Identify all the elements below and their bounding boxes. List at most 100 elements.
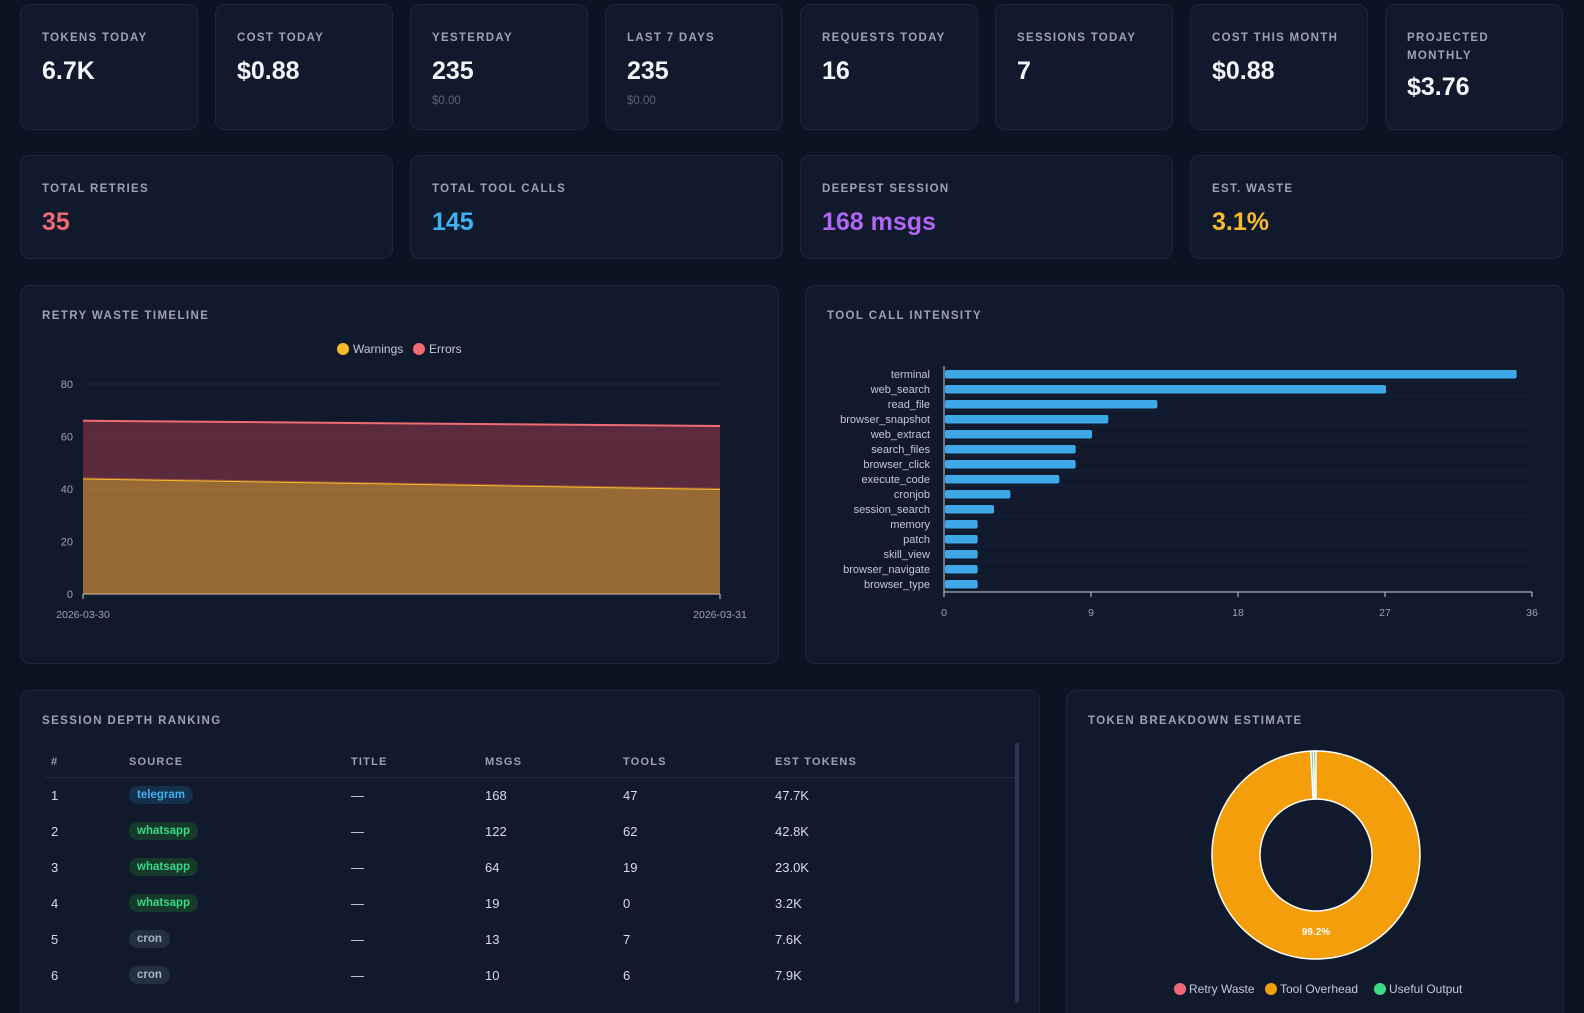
pie-slice[interactable] [1309, 750, 1316, 800]
row-msgs: 168 [485, 787, 507, 803]
kpi-label: REQUESTS TODAY [822, 32, 946, 44]
kpi-value: 16 [822, 57, 850, 85]
row-tools: 6 [623, 967, 631, 983]
bar[interactable] [945, 430, 1092, 439]
kpi-card: SESSIONS TODAY 7 [995, 4, 1173, 130]
category-label: browser_click [863, 459, 930, 471]
slice-data-label: 99.2% [1302, 927, 1330, 938]
table-row[interactable]: 3 whatsapp — 64 19 23.0K [43, 849, 1015, 885]
row-rank: 2 [51, 823, 59, 839]
y-tick-label: 80 [61, 379, 73, 391]
bar[interactable] [945, 490, 1011, 499]
row-msgs: 64 [485, 859, 500, 875]
bar[interactable] [945, 475, 1060, 484]
source-badge: telegram [129, 786, 193, 805]
kpi-value: $3.76 [1407, 73, 1470, 101]
column-header[interactable]: MSGS [477, 747, 615, 778]
bar[interactable] [945, 580, 978, 589]
column-header[interactable]: TITLE [343, 747, 477, 778]
kpi-label: TOTAL RETRIES [42, 183, 149, 195]
legend-label[interactable]: Errors [429, 342, 462, 356]
row-rank: 6 [51, 967, 59, 983]
row-title: — [351, 787, 364, 803]
row-title: — [351, 931, 364, 947]
legend-swatch[interactable] [1174, 983, 1186, 995]
session-depth-title: SESSION DEPTH RANKING [42, 715, 222, 727]
row-source-cell: cron [121, 957, 343, 993]
row-tokens: 23.0K [775, 859, 809, 875]
series-line [82, 419, 721, 427]
bar[interactable] [945, 385, 1386, 394]
bar[interactable] [945, 460, 1076, 469]
bar[interactable] [945, 565, 978, 574]
bar[interactable] [945, 505, 994, 514]
table-row[interactable]: 6 cron — 10 6 7.9K [43, 957, 1015, 993]
source-badge: cron [129, 966, 170, 984]
token-breakdown-title: TOKEN BREAKDOWN ESTIMATE [1088, 715, 1303, 727]
table-scrollbar[interactable] [1015, 743, 1019, 1003]
kpi-card: PROJECTED MONTHLY $3.76 [1385, 4, 1563, 130]
legend-label[interactable]: Useful Output [1389, 982, 1463, 996]
kpi-card: TOKENS TODAY 6.7K [20, 4, 198, 130]
kpi-subvalue: $0.00 [432, 95, 461, 107]
column-header[interactable]: TOOLS [615, 747, 767, 778]
row-rank: 1 [51, 787, 59, 803]
bar[interactable] [945, 415, 1109, 424]
x-tick-label: 27 [1379, 607, 1391, 619]
legend-swatch[interactable] [1265, 983, 1277, 995]
kpi-label: LAST 7 DAYS [627, 32, 716, 44]
table-header-row: # SOURCE TITLE MSGS TOOLS EST TOKENS [43, 747, 1015, 778]
row-msgs: 19 [485, 895, 500, 911]
row-tokens: 7.9K [775, 967, 802, 983]
kpi-value: 7 [1017, 57, 1031, 85]
table-row[interactable]: 5 cron — 13 7 7.6K [43, 921, 1015, 957]
row-source-cell: cron [121, 921, 343, 957]
tool-call-panel: TOOL CALL INTENSITY 0 9 18 27 36 terminal web_… [805, 285, 1564, 664]
kpi-label: COST THIS MONTH [1212, 32, 1339, 44]
token-breakdown-chart: 99.2% Retry Waste Tool Overhead Useful Outp… [1174, 750, 1463, 996]
kpi-value: 168 msgs [822, 208, 936, 236]
row-tokens: 7.6K [775, 931, 802, 947]
category-label: patch [903, 534, 930, 546]
column-header[interactable]: EST TOKENS [767, 747, 1015, 778]
y-tick-label: 60 [61, 432, 73, 444]
pie-slice[interactable] [1211, 750, 1421, 960]
table-row[interactable]: 4 whatsapp — 19 0 3.2K [43, 885, 1015, 921]
legend-swatch[interactable] [1374, 983, 1386, 995]
kpi-value: $0.88 [237, 57, 300, 85]
kpi-label: SESSIONS TODAY [1017, 32, 1137, 44]
source-badge: whatsapp [129, 822, 199, 840]
retry-waste-chart: 0 20 40 60 80 2026-03-30 2026-03-31 Warnings Err… [56, 342, 747, 621]
category-label: skill_view [884, 549, 931, 561]
legend-swatch[interactable] [413, 343, 425, 355]
kpi-label: TOKENS TODAY [42, 32, 148, 44]
legend-label[interactable]: Retry Waste [1189, 982, 1255, 996]
kpi-value: 235 [627, 57, 669, 85]
bar[interactable] [945, 370, 1517, 379]
series-area [83, 478, 720, 594]
category-label: browser_type [864, 579, 930, 591]
row-source-cell: whatsapp [121, 813, 343, 849]
column-header[interactable]: # [43, 747, 121, 778]
table-row[interactable]: 2 whatsapp — 122 62 42.8K [43, 813, 1015, 849]
category-label: read_file [888, 399, 930, 411]
legend-label[interactable]: Warnings [353, 342, 403, 356]
bar[interactable] [945, 535, 978, 544]
bar[interactable] [945, 520, 978, 529]
bar[interactable] [945, 445, 1076, 454]
kpi-label: YESTERDAY [432, 32, 513, 44]
series-area [83, 420, 720, 489]
category-label: search_files [871, 444, 930, 456]
legend-label[interactable]: Tool Overhead [1280, 982, 1358, 996]
category-label: browser_navigate [843, 564, 930, 576]
row-tools: 7 [623, 931, 631, 947]
y-tick-label: 20 [61, 537, 73, 549]
row-source-cell: telegram [121, 777, 343, 813]
kpi-value: 145 [432, 208, 474, 236]
legend-swatch[interactable] [337, 343, 349, 355]
bar[interactable] [945, 400, 1158, 409]
bar[interactable] [945, 550, 978, 559]
table-row[interactable]: 1 telegram — 168 47 47.7K [43, 777, 1015, 813]
session-table: # SOURCE TITLE MSGS TOOLS EST TOKENS 1 telegra… [43, 747, 1015, 993]
column-header[interactable]: SOURCE [121, 747, 343, 778]
